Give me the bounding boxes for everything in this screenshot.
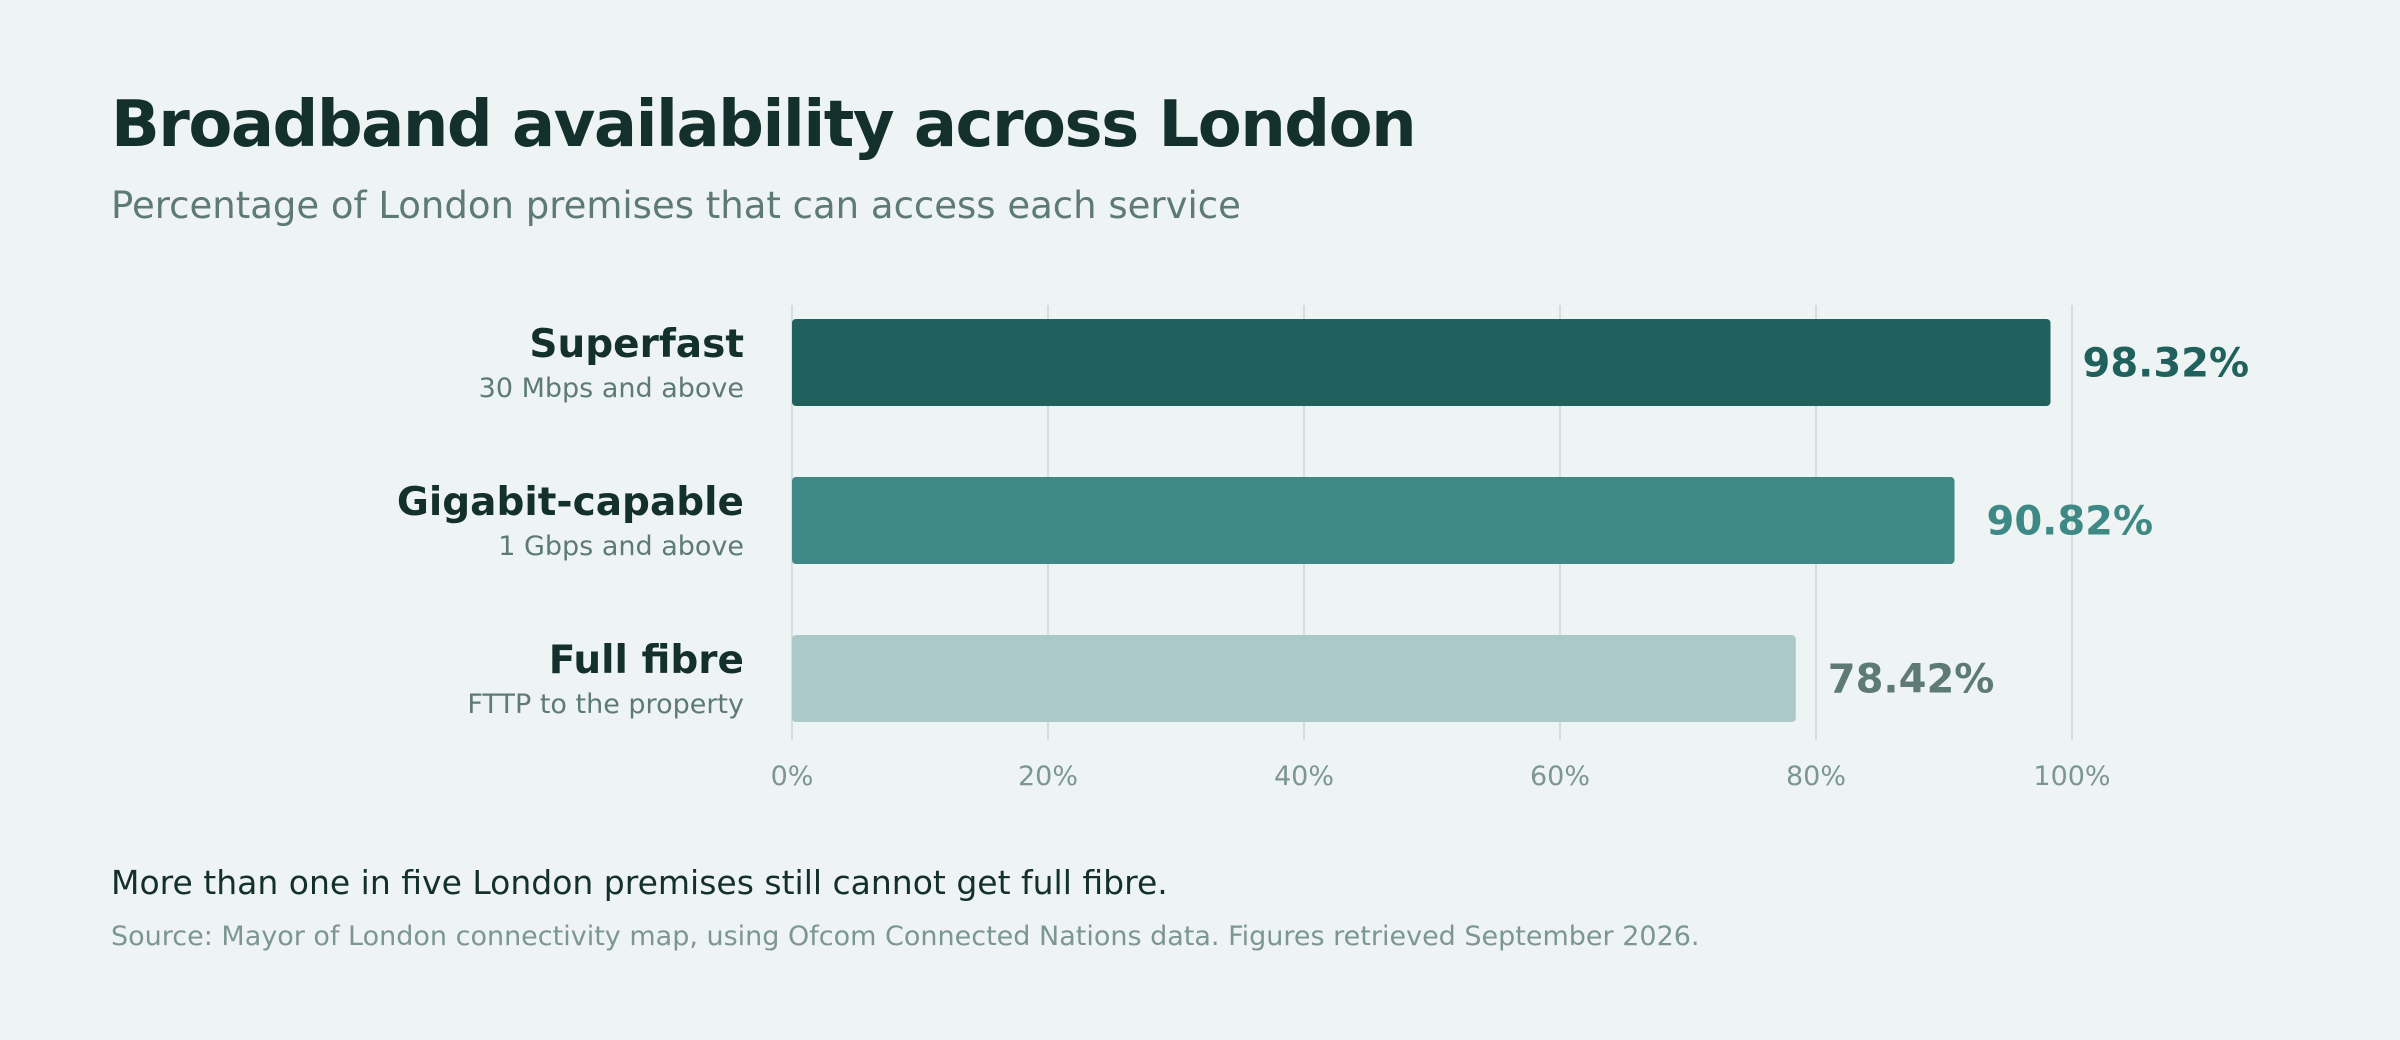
x-tick-label: 60% (1530, 761, 1590, 792)
x-tick-label: 20% (1018, 761, 1078, 792)
data-label: 90.82% (1986, 499, 2153, 545)
category-label: Full fibre (549, 638, 744, 683)
category-label: Superfast (529, 322, 744, 367)
bar (792, 635, 1796, 722)
source-note: Source: Mayor of London connectivity map… (111, 921, 1700, 952)
category-description: 30 Mbps and above (479, 373, 744, 404)
chart-subtitle: Percentage of London premises that can a… (111, 184, 1241, 227)
category-description: FTTP to the property (467, 689, 744, 720)
data-label: 78.42% (1828, 657, 1995, 703)
chart-title: Broadband availability across London (111, 88, 1417, 162)
x-tick-label: 80% (1786, 761, 1846, 792)
category-label: Gigabit-capable (397, 480, 744, 525)
category-labels: Superfast 30 Mbps and above Gigabit-capabl… (397, 322, 744, 720)
value-labels: 98.32% 90.82% 78.42% (1828, 341, 2249, 703)
x-tick-label: 100% (2033, 761, 2110, 792)
bars (792, 319, 2051, 722)
x-tick-label: 40% (1274, 761, 1334, 792)
x-tick-label: 0% (771, 761, 814, 792)
x-axis-ticks: 0% 20% 40% 60% 80% 100% (771, 761, 2111, 792)
bar (792, 319, 2051, 406)
category-description: 1 Gbps and above (498, 531, 744, 562)
takeaway-text: More than one in five London premises st… (111, 863, 1168, 902)
bar-chart: Superfast 30 Mbps and above Gigabit-capabl… (397, 305, 2249, 792)
bar (792, 477, 1955, 564)
data-label: 98.32% (2082, 341, 2249, 387)
